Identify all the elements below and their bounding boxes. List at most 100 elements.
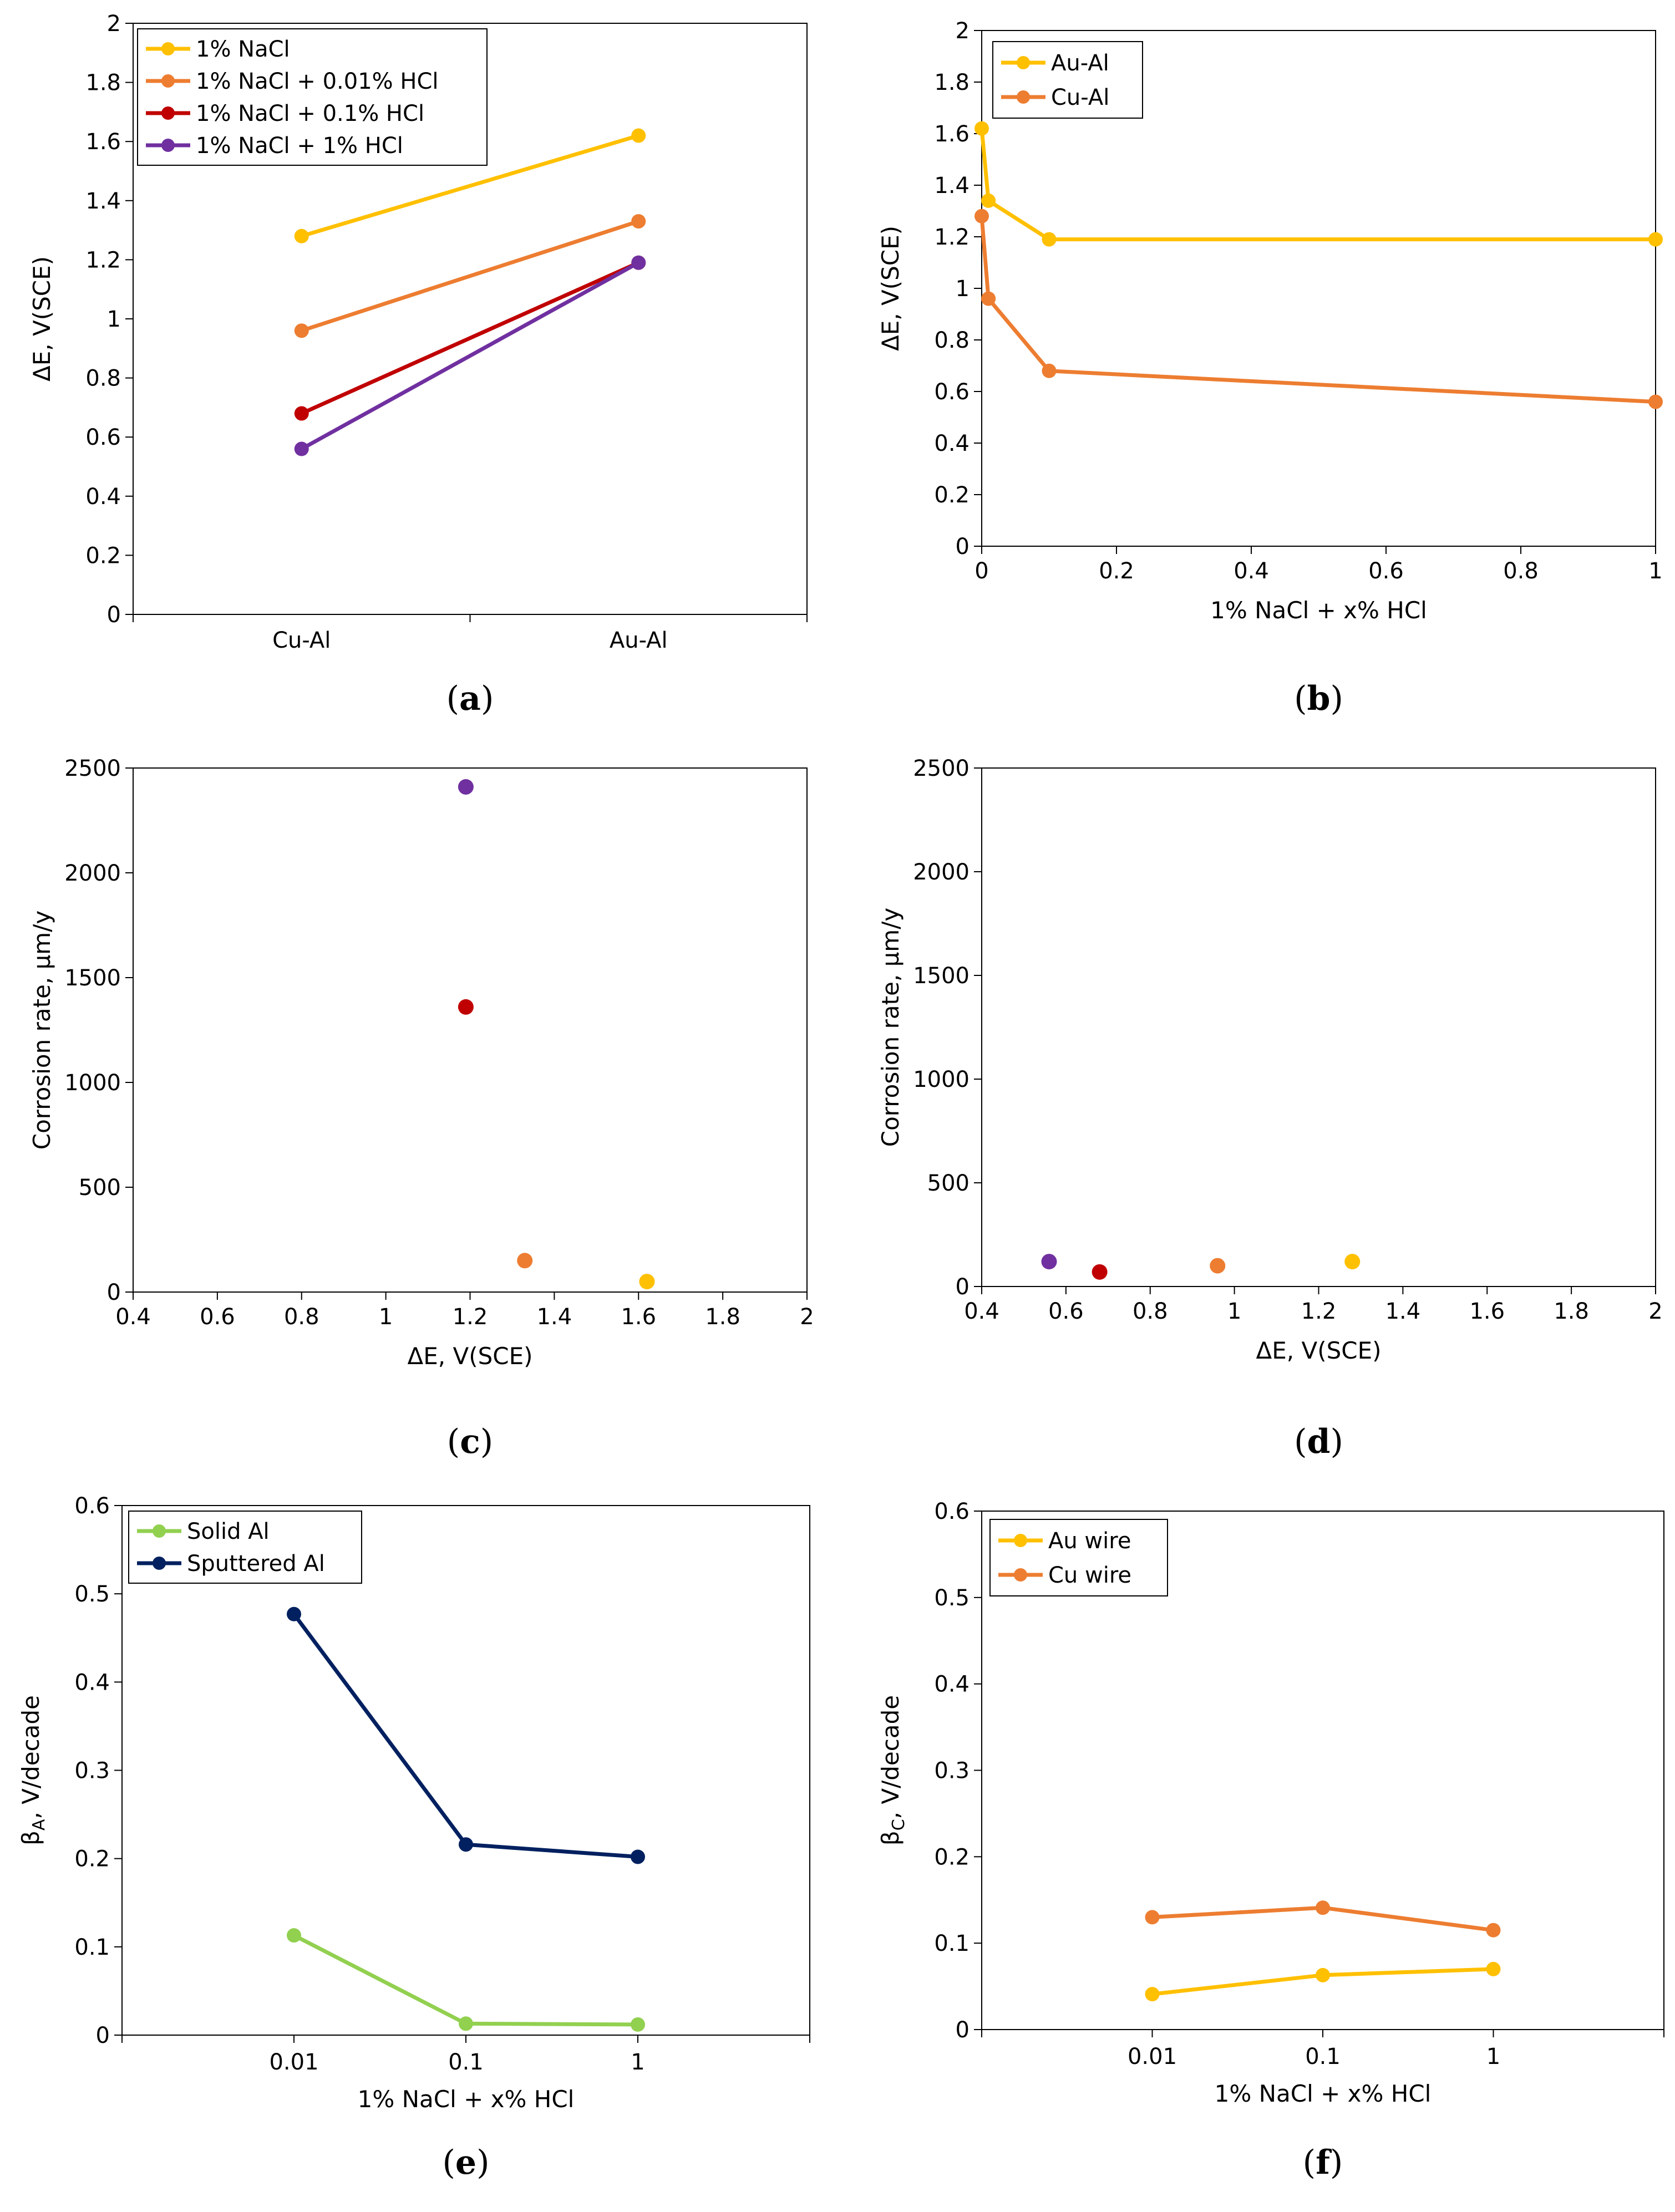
data-point [631,214,646,229]
legend-swatch-marker [161,106,175,120]
y-tick-label: 0.6 [934,379,970,405]
panel-label: (f) [1303,2143,1343,2182]
x-tick-label: 0.2 [1099,558,1134,584]
data-point [974,209,989,223]
data-point [631,1849,645,1864]
data-point [459,1837,473,1852]
series-line-0 [979,128,1656,242]
series-line-2 [301,261,639,415]
data-point [517,1253,533,1269]
legend: 1% NaCl 1% NaCl + 0.01% HCl 1% NaCl + 0.1%… [137,28,488,166]
x-tick-label: 1 [1227,1299,1241,1324]
panel-label-close: ) [1330,679,1343,718]
x-tick-label: 1 [1648,558,1662,584]
data-point [294,441,309,456]
legend-label: Cu-Al [1051,85,1109,110]
y-tick-label: 1 [107,307,121,332]
x-tick-label: 0.6 [1368,558,1404,584]
legend-swatch-marker [1017,90,1030,104]
y-tick-label: 1500 [64,965,121,991]
y-tick-label: 1000 [913,1067,970,1092]
panel-label-open: ( [1303,2143,1316,2182]
y-tick-label: 2 [956,18,970,44]
panel-label: (b) [1294,679,1343,718]
series-line-1 [301,219,639,333]
x-tick-label: 0.8 [1133,1299,1168,1324]
y-axis-label: βC, V/decade [877,1695,908,1845]
x-tick-label: 1 [379,1304,393,1330]
data-point [631,2017,645,2032]
legend-box [989,1519,1168,1596]
y-tick-label: 0.2 [85,543,121,568]
x-tick-label: 1.2 [1301,1299,1337,1324]
panel-label-close: ) [481,679,494,718]
y-tick-label: 0 [107,1280,121,1305]
panel-label: (a) [446,679,494,718]
y-tick-label: 0.2 [74,1847,110,1872]
legend-label: Cu wire [1048,1563,1131,1588]
y-tick-label: 0.4 [85,484,121,510]
y-axis-label-main: β [17,1830,44,1845]
y-tick-label: 0.2 [934,1844,970,1870]
y-tick-label: 0.1 [934,1931,970,1956]
y-axis-label-sub: A [29,1819,49,1830]
y-tick-label: 0.3 [74,1758,110,1784]
plot-frame [981,767,1656,1287]
x-tick-label: 0 [974,558,988,584]
legend-label: 1% NaCl + 1% HCl [196,133,403,159]
y-tick-label: 1500 [913,963,970,989]
x-tick-label: Au-Al [610,628,668,653]
panel-label-close: ) [1330,2143,1343,2182]
panel-label-open: ( [446,679,459,718]
data-point [1648,232,1663,247]
x-tick-label: 0.6 [200,1304,235,1330]
series-line-1 [292,1613,638,1859]
data-point [1486,1923,1501,1938]
y-tick-label: 0 [956,534,970,560]
legend-label: 1% NaCl + 0.01% HCl [196,69,439,94]
x-tick-label: 0.1 [1305,2044,1341,2069]
data-point [294,323,309,338]
data-point [294,406,309,421]
x-axis-label: ΔE, V(SCE) [1256,1337,1382,1364]
y-tick-label: 0.8 [934,328,970,353]
data-point [1316,1900,1330,1915]
y-tick-label: 0.5 [74,1582,110,1607]
y-tick-label: 2500 [64,756,121,781]
legend-box [137,28,488,166]
legend-label: Au-Al [1051,50,1109,76]
panel-label-letter: b [1307,679,1331,718]
data-point [1344,1254,1361,1270]
y-tick-label: 1.4 [934,173,970,199]
panel-label-open: ( [1294,679,1307,718]
y-tick-label: 500 [79,1175,121,1201]
x-tick-label: 2 [1648,1299,1662,1324]
x-tick-label: 1.6 [1469,1299,1505,1324]
x-tick-label: 0.1 [448,2050,484,2075]
y-axis-label: ΔE, V(SCE) [28,256,55,382]
chart-panel-d: 0 500 1000 1500 2000 2500 0.4 0.6 0.8 1 1.2 1.4 1.6 1… [877,756,1663,1461]
x-tick-label: 0.01 [1128,2044,1177,2069]
y-tick-label: 0.6 [934,1499,970,1524]
x-tick-label: 1 [1486,2044,1500,2069]
y-tick-label: 1.6 [934,121,970,147]
data-point [287,1606,301,1621]
y-tick-label: 0.2 [934,482,970,508]
data-point [981,193,996,208]
x-tick-label: 1.2 [453,1304,488,1330]
y-tick-label: 2000 [64,861,121,886]
data-point [1486,1961,1501,1976]
y-tick-label: 0.5 [934,1585,970,1611]
y-tick-label: 0.4 [934,431,970,456]
legend-label: Au wire [1048,1528,1131,1554]
legend-label: Solid Al [187,1519,270,1544]
data-point [1145,1910,1160,1925]
y-axis-label-sub: C [889,1819,908,1830]
data-point [1042,363,1057,378]
series-line-0 [293,1934,638,2027]
legend-swatch-marker [161,139,175,152]
legend-label: 1% NaCl + 0.1% HCl [196,101,424,126]
y-axis-label: Corrosion rate, μm/y [877,908,904,1147]
x-axis-label: 1% NaCl + x% HCl [358,2086,575,2113]
data-point [981,291,996,306]
